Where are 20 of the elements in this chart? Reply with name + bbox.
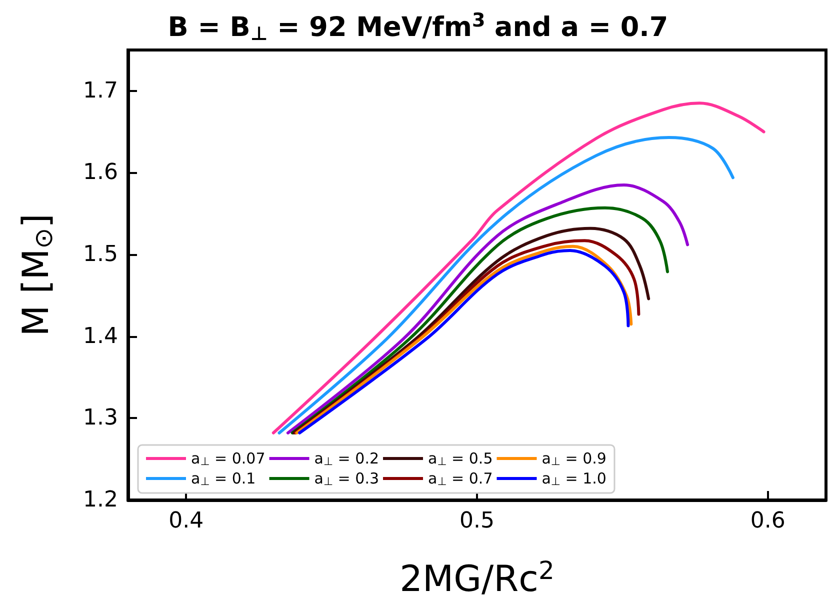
legend-label: a⊥ = 0.9	[542, 450, 606, 468]
legend-label: a⊥ = 0.07	[191, 450, 266, 468]
legend-label: a⊥ = 1.0	[542, 470, 606, 488]
y-tick-label: 1.7	[83, 78, 118, 104]
y-tick-label: 1.6	[83, 160, 118, 186]
line-series	[278, 136, 734, 434]
y-tick-label: 1.5	[83, 242, 118, 268]
x-tick-label: 0.6	[750, 508, 786, 534]
y-tick-label: 1.2	[83, 488, 118, 512]
legend-label: a⊥ = 0.1	[191, 470, 256, 488]
y-tick-label: 1.3	[83, 406, 118, 431]
x-tick-label: 0.4	[168, 508, 204, 534]
y-axis-title: M [M⊙]	[16, 214, 58, 336]
line-series	[272, 102, 766, 434]
legend-label: a⊥ = 0.7	[428, 470, 493, 488]
y-tick-label: 1.4	[83, 324, 118, 349]
legend-label: a⊥ = 0.5	[428, 450, 493, 468]
legend-label: a⊥ = 0.3	[314, 470, 380, 488]
x-tick-label: 0.5	[460, 508, 494, 534]
legend-label: a⊥ = 0.2	[314, 450, 380, 468]
